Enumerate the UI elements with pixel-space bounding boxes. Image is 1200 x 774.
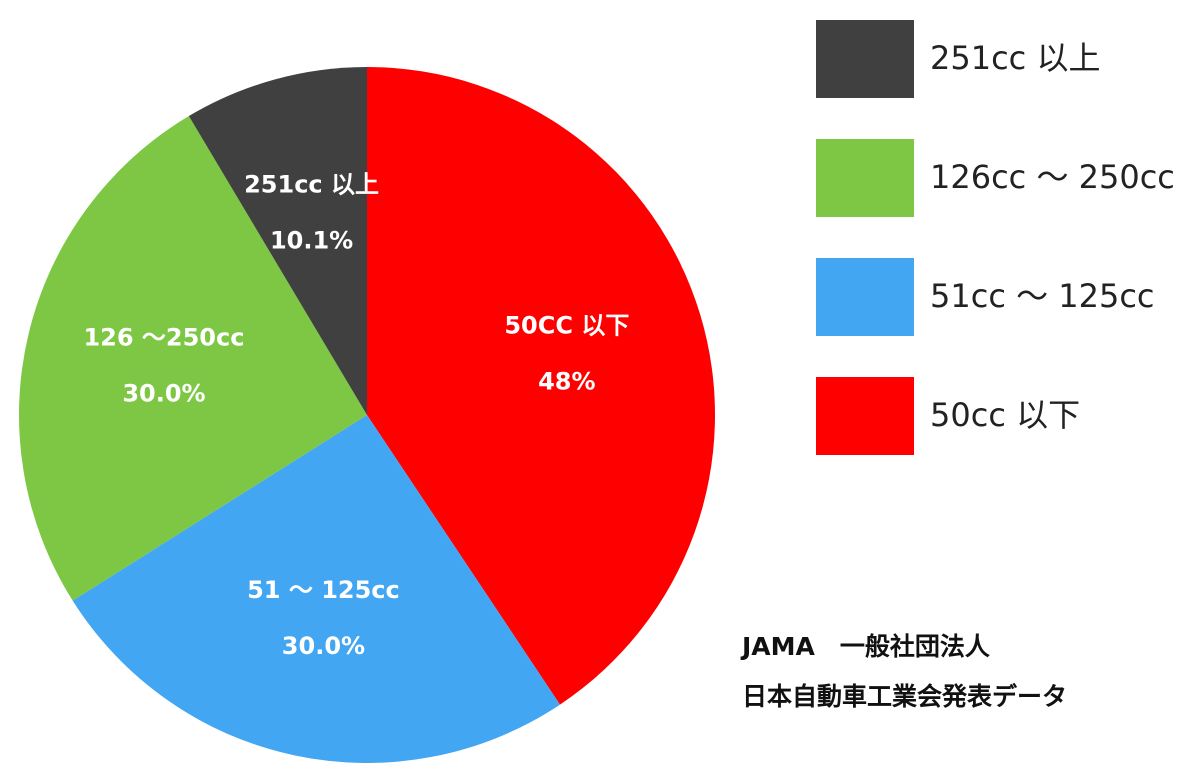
legend-swatch [816,258,914,336]
source-note: JAMA 一般社団法人 [740,632,990,661]
legend-label: 51cc ～ 125cc [930,277,1155,315]
pie-slice [18,116,367,601]
legend-swatch [816,20,914,98]
legend-label: 251cc 以上 [930,39,1100,77]
slice-value-label: 10.1% [270,227,353,255]
pie-slice [367,67,716,705]
source-note: 日本自動車工業会発表データ [742,682,1067,711]
slice-label: 126 ～250cc [83,323,244,351]
legend-swatch [816,377,914,455]
slice-label: 50CC 以下 [504,312,629,340]
slice-value-label: 30.0% [282,632,365,660]
slice-value-label: 30.0% [122,379,205,407]
slice-label: 51 ～ 125cc [247,576,400,604]
pie-slice [72,415,561,764]
slice-label: 251cc 以上 [244,171,379,199]
pie-slice [188,67,367,415]
slice-value-label: 48% [538,368,595,396]
legend-label: 126cc ～ 250cc [930,158,1175,196]
legend-label: 50cc 以下 [930,396,1080,434]
legend-swatch [816,139,914,217]
